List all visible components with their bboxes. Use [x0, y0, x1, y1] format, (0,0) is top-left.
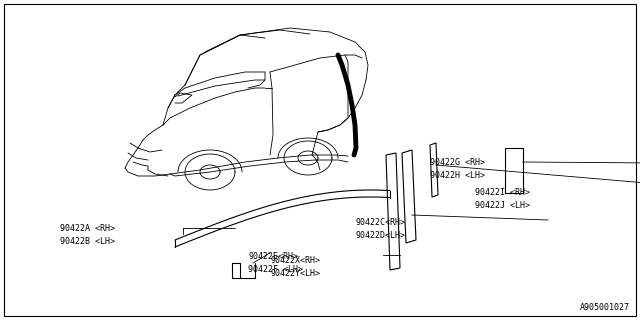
- Text: A905001027: A905001027: [580, 303, 630, 312]
- Text: 90422I <RH>
90422J <LH>: 90422I <RH> 90422J <LH>: [475, 188, 530, 210]
- Text: 90422G <RH>
90422H <LH>: 90422G <RH> 90422H <LH>: [430, 158, 485, 180]
- Text: 90422E<RH>
90422F <LH>: 90422E<RH> 90422F <LH>: [248, 252, 303, 274]
- Bar: [505, 148, 523, 193]
- Text: 90422C<RH>
90422D<LH>: 90422C<RH> 90422D<LH>: [355, 218, 405, 239]
- Text: 90422X<RH>
90422Y<LH>: 90422X<RH> 90422Y<LH>: [270, 256, 320, 277]
- Text: 90422A <RH>
90422B <LH>: 90422A <RH> 90422B <LH>: [60, 224, 115, 245]
